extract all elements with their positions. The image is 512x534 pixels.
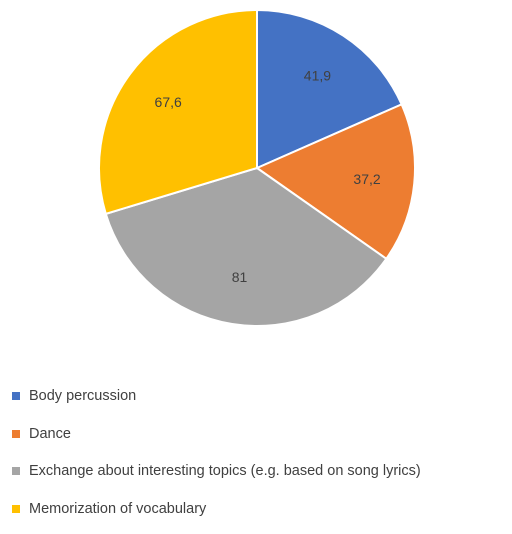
legend-label-dance: Dance [29,425,71,442]
legend-swatch-exchange-topics [12,467,20,475]
legend-item-dance: Dance [12,422,510,446]
data-label-memorization-vocabulary: 67,6 [155,94,182,110]
pie-chart: 41,9 37,2 81 67,6 [98,9,416,327]
pie-data-labels: 41,9 37,2 81 67,6 [155,67,381,285]
chart-legend: Body percussion Dance Exchange about int… [12,384,510,534]
data-label-dance: 37,2 [353,171,380,187]
legend-item-exchange-topics: Exchange about interesting topics (e.g. … [12,459,510,483]
legend-label-exchange-topics: Exchange about interesting topics (e.g. … [29,463,421,479]
pie-slice-body-percussion [256,9,403,169]
legend-item-memorization-vocabulary: Memorization of vocabulary [12,497,510,521]
legend-label-memorization-vocabulary: Memorization of vocabulary [29,500,207,517]
data-label-body-percussion: 41,9 [304,67,331,83]
legend-swatch-dance [12,429,20,438]
pie-slice-dance [256,103,416,260]
legend-label-body-percussion: Body percussion [29,388,137,404]
legend-swatch-memorization-vocabulary [12,504,20,513]
legend-item-body-percussion: Body percussion [12,384,510,408]
data-label-exchange-topics: 81 [232,269,248,285]
pie-slices [98,9,416,327]
pie-slice-exchange-topics [104,167,388,327]
pie-slice-memorization-vocabulary [98,9,258,215]
legend-swatch-body-percussion [12,392,20,400]
